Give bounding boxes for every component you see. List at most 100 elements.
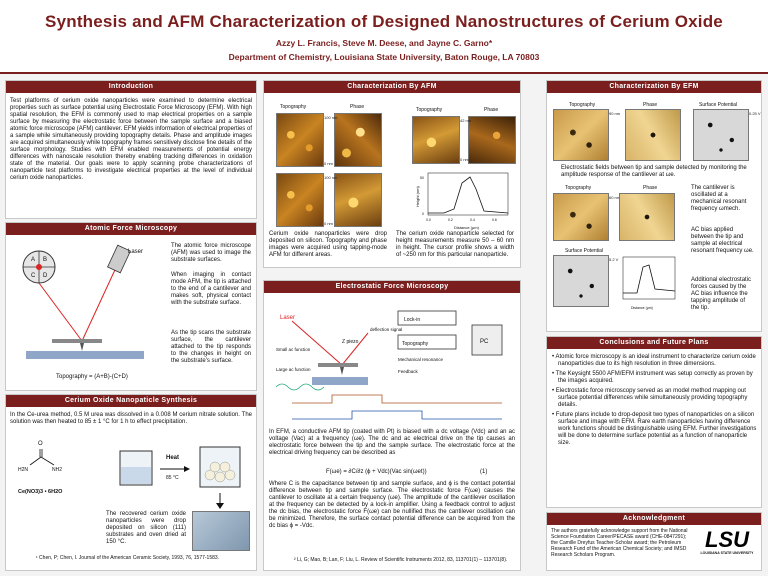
quad-b: B — [43, 257, 47, 263]
efm-surface-potential-image — [693, 109, 749, 161]
deflection-label: deflection signal — [370, 327, 402, 332]
efm-equation-number: (1) — [480, 469, 488, 475]
efm-profile-chart: Distance (μm) — [622, 256, 676, 310]
afm-text-3: As the tip scans the substrate surface, … — [171, 330, 251, 364]
laser-label: Laser — [128, 249, 143, 255]
acknowledgment-panel: Acknowledgment The authors gratefully ac… — [546, 512, 762, 571]
synthesis-heading: Cerium Oxide Nanopaticle Synthesis — [6, 395, 256, 407]
topography-label: Topography — [402, 341, 429, 347]
afm-scale-bottom: 0 nm — [324, 161, 333, 166]
substrate-icon — [26, 351, 144, 359]
urea-structure — [29, 449, 55, 466]
efm-tip — [340, 367, 344, 375]
efm-heading: Electrostatic Force Microscopy — [264, 281, 520, 293]
pc-box — [471, 324, 503, 356]
afm-heading: Atomic Force Microscopy — [6, 223, 256, 235]
afm-diagram: A B C D Laser — [22, 244, 144, 359]
lsu-logo-subtext: LOUISIANA STATE UNIVERSITY — [700, 551, 754, 555]
char-efm-panel: Characterization By EFM Topography Phase… — [546, 80, 762, 332]
urea-n1: H2N — [18, 467, 29, 473]
arrow-icon — [160, 466, 190, 472]
heat-label: Heat — [166, 455, 180, 461]
efm-topography-image — [553, 109, 609, 161]
small-ac-label: Small ac function — [276, 347, 311, 352]
lockin-label: Lock-in — [404, 317, 420, 323]
large-ac-label: Large ac function — [276, 367, 311, 372]
efm-scale-1: 90 nm — [609, 111, 621, 116]
synthesis-text: In the Ce-urea method, 0.5 M urea was di… — [10, 412, 252, 425]
afm-scale-bottom-3: 0 nm — [324, 221, 333, 226]
efm-phase-image-2 — [619, 193, 675, 241]
ytick-0: 0 — [422, 212, 424, 216]
efm-side-1: The cantilever is oscillated at a mechan… — [691, 185, 747, 212]
efm-phase-image — [625, 109, 681, 161]
recovered-text: The recovered cerium oxide nanoparticles… — [106, 511, 186, 545]
afm-topography-image-2 — [412, 116, 460, 164]
poster-header: Synthesis and AFM Characterization of De… — [0, 0, 768, 74]
efm-label-surface: Surface Potential — [699, 102, 738, 108]
efm-scale-4: 5.2 V — [609, 257, 619, 262]
height-profile-line — [428, 176, 509, 214]
efm-sample — [312, 377, 368, 385]
xtick-2: 0.4 — [470, 218, 475, 222]
afm-formula: Topography = (A+B)-(C+D) — [56, 374, 128, 380]
conclusions-panel: Conclusions and Future Plans • Atomic fo… — [546, 336, 762, 508]
urea-o: O — [38, 441, 43, 447]
ytick-1: 50 — [420, 176, 424, 180]
char-efm-caption: Electrostatic fields between tip and sam… — [561, 165, 747, 178]
synthesis-citation: ¹ Chen, P; Chen, I. Journal of the Ameri… — [36, 555, 220, 561]
efm-side-3: Additional electrostatic forces caused b… — [691, 277, 752, 311]
char-afm-label-topo2: Topography — [416, 107, 443, 113]
xtick-1: 0.2 — [448, 218, 453, 222]
mech-resonance-label: Mechanical resonance — [398, 357, 444, 362]
height-xlabel: Distance (μm) — [454, 225, 480, 230]
height-ylabel: Height (nm) — [415, 185, 420, 207]
afm-scale-top-3: 100 nm — [324, 175, 338, 180]
pc-label: PC — [480, 339, 489, 345]
acknowledgment-heading: Acknowledgment — [547, 513, 761, 525]
efm-scale-2: 0.25 V — [749, 111, 761, 116]
afm-panel: Atomic Force Microscopy A B C D Laser Th… — [5, 222, 257, 391]
authors: Azzy L. Francis, Steve M. Deese, and Jay… — [275, 38, 493, 48]
acknowledgment-text: The authors gratefully acknowledge suppo… — [551, 528, 688, 558]
conclusion-item: • Atomic force microscopy is an ideal in… — [552, 354, 756, 367]
char-afm-label-topo1: Topography — [280, 104, 307, 110]
topography-trace — [292, 394, 502, 404]
afm-scale-top: 100 nm — [324, 115, 338, 120]
introduction-text: Test platforms of cerium oxide nanoparti… — [10, 98, 252, 181]
afm-phase-image-1 — [334, 113, 382, 167]
efm-citation: ² Li, G; Mao, B; Lan, F; Liu, L. Review … — [294, 557, 508, 563]
afm-text-1: The atomic force microscope (AFM) was us… — [171, 243, 251, 263]
cerium-nitrate: Ce(NO3)3 • 6H2O — [18, 489, 63, 495]
efm-surface-potential-image-2 — [553, 255, 609, 307]
afm-topography-image-3 — [276, 173, 324, 227]
efm-label-topo: Topography — [569, 102, 596, 108]
efm-text-1: In EFM, a conductive AFM tip (coated wit… — [269, 429, 515, 456]
waveform-1 — [275, 383, 325, 391]
afm-phase-image-3 — [334, 173, 382, 227]
char-afm-panel: Characterization By AFM Topography Phase… — [263, 80, 521, 268]
cantilever-icon — [52, 339, 102, 343]
efm-topography-image-2 — [553, 193, 609, 241]
efm-profile-xlabel: Distance (μm) — [631, 306, 653, 310]
char-afm-label-phase1: Phase — [350, 104, 365, 110]
conclusion-item: • Electrostatic force microscopy served … — [552, 388, 748, 408]
temp-label: 85 °C — [166, 475, 179, 481]
conclusions-heading: Conclusions and Future Plans — [547, 337, 761, 349]
lockin-box — [397, 310, 457, 326]
efm-side-2: AC bias applied between the tip and samp… — [691, 227, 754, 254]
char-afm-heading: Characterization By AFM — [264, 81, 520, 93]
tip-icon — [80, 343, 84, 351]
afm-topography-image-1 — [276, 113, 324, 167]
laser-icon — [107, 244, 131, 274]
laser-label-efm: Laser — [280, 315, 295, 321]
efm-label-topo-2: Topography — [565, 185, 592, 191]
conclusions-list: • Atomic force microscopy is an ideal in… — [551, 354, 757, 450]
efm-cantilever — [318, 363, 358, 367]
efm-scale-3: 60 nm — [609, 195, 621, 200]
zpiezo-label: Z piezo — [342, 339, 359, 345]
char-afm-label-phase2: Phase — [484, 107, 499, 113]
introduction-heading: Introduction — [6, 81, 256, 93]
height-profile-chart: Height (nm) Distance (μm) 0.0 0.2 0.4 0.… — [415, 172, 509, 230]
